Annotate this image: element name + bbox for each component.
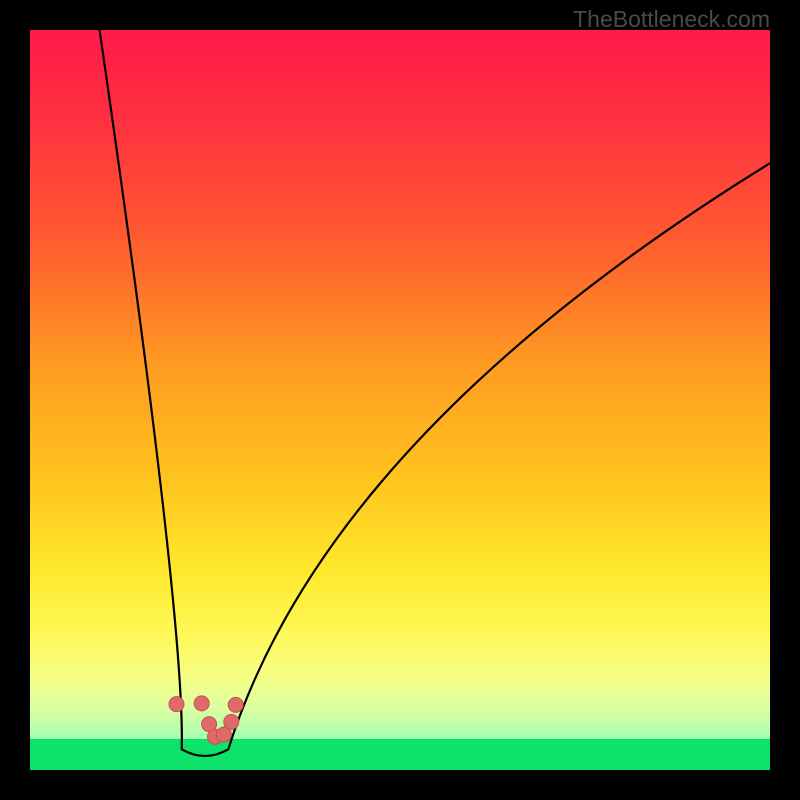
- marker-dot: [228, 697, 243, 712]
- marker-dot: [194, 696, 209, 711]
- watermark-text: TheBottleneck.com: [573, 6, 770, 33]
- chart-stage: TheBottleneck.com: [0, 0, 800, 800]
- curve-layer: [30, 30, 770, 770]
- bottleneck-curve: [100, 30, 770, 756]
- plot-area: [30, 30, 770, 770]
- marker-dot: [169, 697, 184, 712]
- marker-dot: [224, 714, 239, 729]
